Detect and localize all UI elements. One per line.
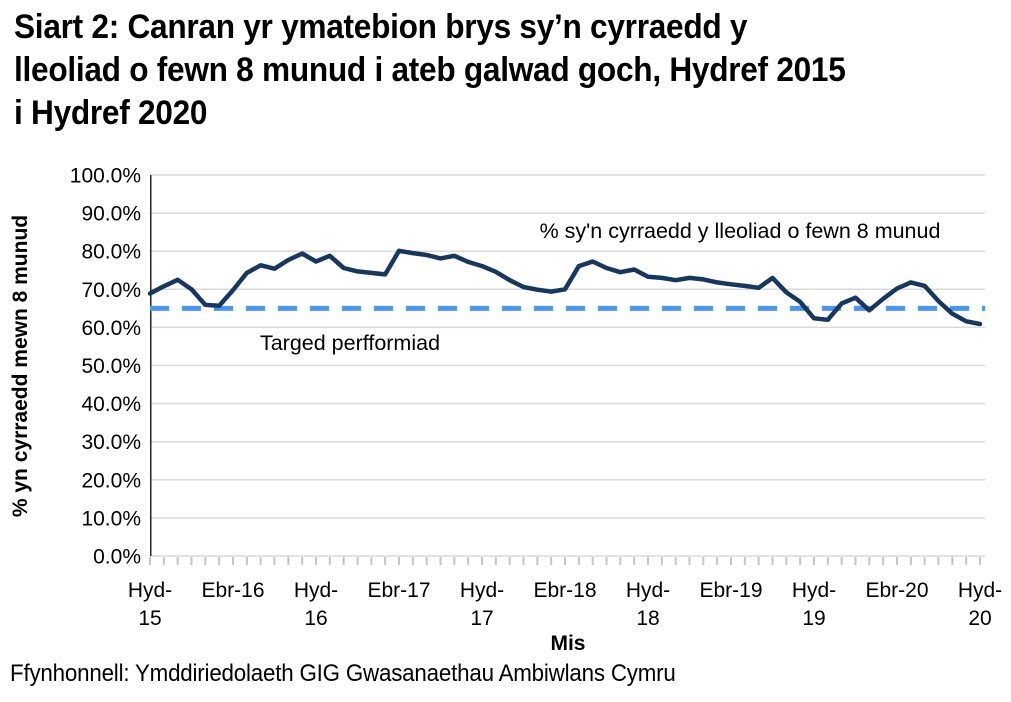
chart-title-line: i Hydref 2020 (14, 94, 208, 132)
series-line (147, 248, 983, 327)
x-tick-label: Ebr-19 (699, 579, 762, 602)
x-tick-label: Hyd-19 (792, 579, 836, 630)
y-tick-label: 80.0% (81, 241, 141, 264)
month-ticks (149, 557, 981, 565)
y-axis-labels: 0.0% 10.0% 20.0% 30.0% 40.0% 50.0% 60.0% 70.0% 8… (70, 165, 141, 569)
x-tick-label: Ebr-17 (367, 579, 430, 602)
y-tick-label: 90.0% (81, 203, 141, 226)
y-tick-label: 10.0% (81, 507, 141, 530)
target-annotation: Targed perfformiad (260, 331, 440, 355)
x-tick-label: Ebr-16 (201, 579, 264, 602)
x-tick-label: Ebr-18 (533, 579, 596, 602)
y-tick-label: 60.0% (81, 317, 141, 340)
series-annotation: % sy'n cyrraedd y lleoliad o fewn 8 munu… (540, 219, 941, 243)
chart-title-line: Siart 2: Canran yr ymatebion brys sy’n c… (14, 8, 748, 46)
x-tick-label: Hyd-20 (958, 579, 1002, 630)
x-axis-title: Mis (550, 632, 585, 655)
x-tick-label: Hyd-16 (294, 579, 338, 630)
y-tick-label: 100.0% (70, 165, 141, 188)
y-tick-label: 40.0% (81, 393, 141, 416)
x-tick-label: Ebr-20 (865, 579, 928, 602)
source-note: Ffynhonnell: Ymddiriedolaeth GIG Gwasana… (10, 660, 676, 687)
chart-title: Siart 2: Canran yr ymatebion brys sy’n c… (14, 6, 935, 135)
x-tick-label: Hyd-15 (128, 579, 172, 630)
y-tick-label: 70.0% (81, 279, 141, 302)
y-tick-label: 20.0% (81, 469, 141, 492)
y-tick-label: 50.0% (81, 355, 141, 378)
x-tick-label: Hyd-18 (626, 579, 670, 630)
x-axis-labels: Hyd-15 Ebr-16 Hyd-16 Ebr-17 Hyd-17 Ebr-18 Hyd-… (128, 579, 1002, 630)
chart-title-line: lleoliad o fewn 8 munud i ateb galwad go… (14, 51, 846, 89)
y-tick-label: 30.0% (81, 431, 141, 454)
y-axis-title: % yn cyrraedd mewn 8 munud (9, 215, 32, 517)
y-tick-label: 0.0% (93, 546, 141, 569)
x-tick-label: Hyd-17 (460, 579, 504, 630)
